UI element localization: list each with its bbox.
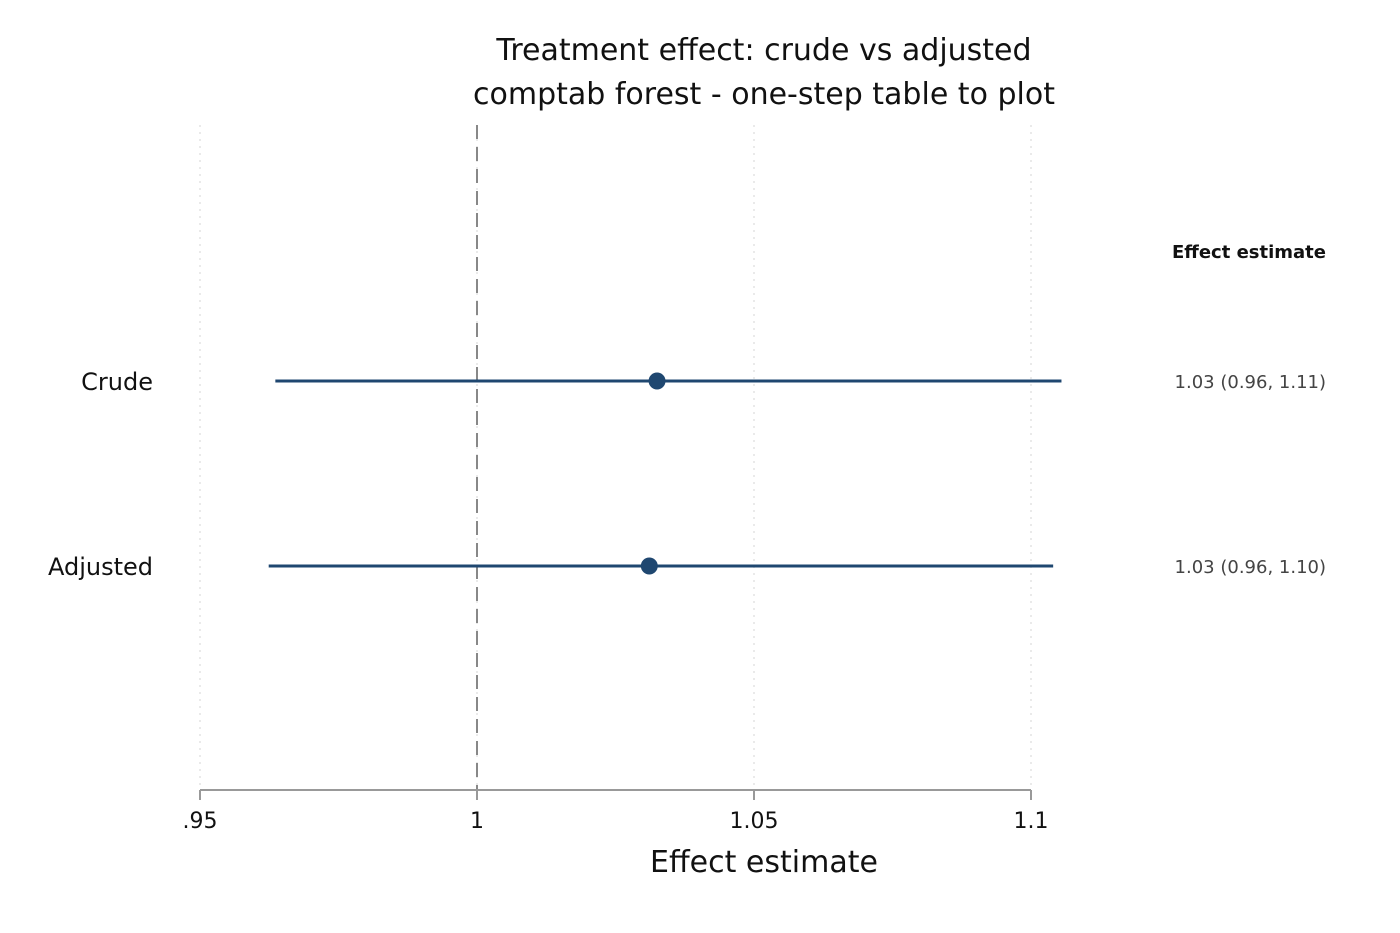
row-label-adjusted: Adjusted [48, 553, 153, 581]
point-estimate-adjusted [640, 557, 658, 575]
estimate-column-header: Effect estimate [1172, 242, 1326, 263]
row-crude: Crude 1.03 (0.96, 1.11) [81, 368, 1326, 396]
point-estimate-crude [648, 372, 666, 390]
estimate-text-adjusted: 1.03 (0.96, 1.10) [1175, 557, 1326, 578]
x-tick-label-0: .95 [183, 809, 218, 834]
forest-rows: Crude 1.03 (0.96, 1.11) Adjusted 1.03 (0.96… [48, 368, 1326, 581]
chart-title-line-1: Treatment effect: crude vs adjusted [495, 33, 1031, 68]
x-tick-label-1: 1 [470, 809, 484, 834]
estimate-text-crude: 1.03 (0.96, 1.11) [1175, 372, 1326, 393]
row-adjusted: Adjusted 1.03 (0.96, 1.10) [48, 553, 1326, 581]
x-axis: .95 1 1.05 1.1 [183, 789, 1049, 834]
x-tick-label-2: 1.05 [730, 809, 779, 834]
x-tick-label-3: 1.1 [1014, 809, 1049, 834]
chart-title-line-2: comptab forest - one-step table to plot [473, 77, 1055, 112]
x-axis-title: Effect estimate [650, 845, 878, 880]
row-label-crude: Crude [81, 368, 153, 396]
grid-lines [199, 125, 1032, 790]
